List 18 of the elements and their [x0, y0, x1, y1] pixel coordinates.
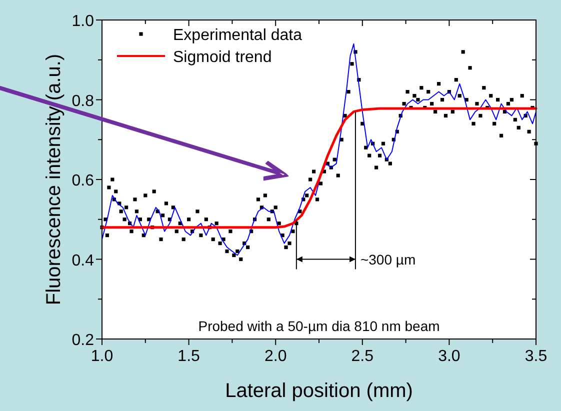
- y-tick-label: 0.6: [72, 172, 94, 190]
- y-tick-label: 0.2: [72, 332, 94, 349]
- y-tick-label: 0.8: [72, 92, 94, 110]
- x-tick-label: 2.5: [351, 348, 374, 365]
- y-tick-label: 1.0: [72, 13, 94, 30]
- x-tick-label: 1.0: [90, 348, 114, 365]
- annotation: Probed with a 50-µm dia 810 nm beam: [198, 318, 440, 334]
- x-tick-label: 3.0: [438, 348, 460, 365]
- x-tick-label: 2.0: [264, 348, 287, 365]
- legend-label: Sigmoid trend: [173, 49, 272, 66]
- y-axis-title: Fluorescence intensity (a.u.): [43, 54, 65, 306]
- legend-label: Experimental data: [173, 27, 302, 44]
- y-tick-label: 0.4: [72, 252, 94, 270]
- x-tick-label: 3.5: [524, 348, 548, 365]
- annotation: ~300 µm: [360, 251, 416, 268]
- x-axis-title: Lateral position (mm): [225, 380, 413, 402]
- x-tick-label: 1.5: [178, 348, 200, 365]
- line-series: [100, 107, 538, 229]
